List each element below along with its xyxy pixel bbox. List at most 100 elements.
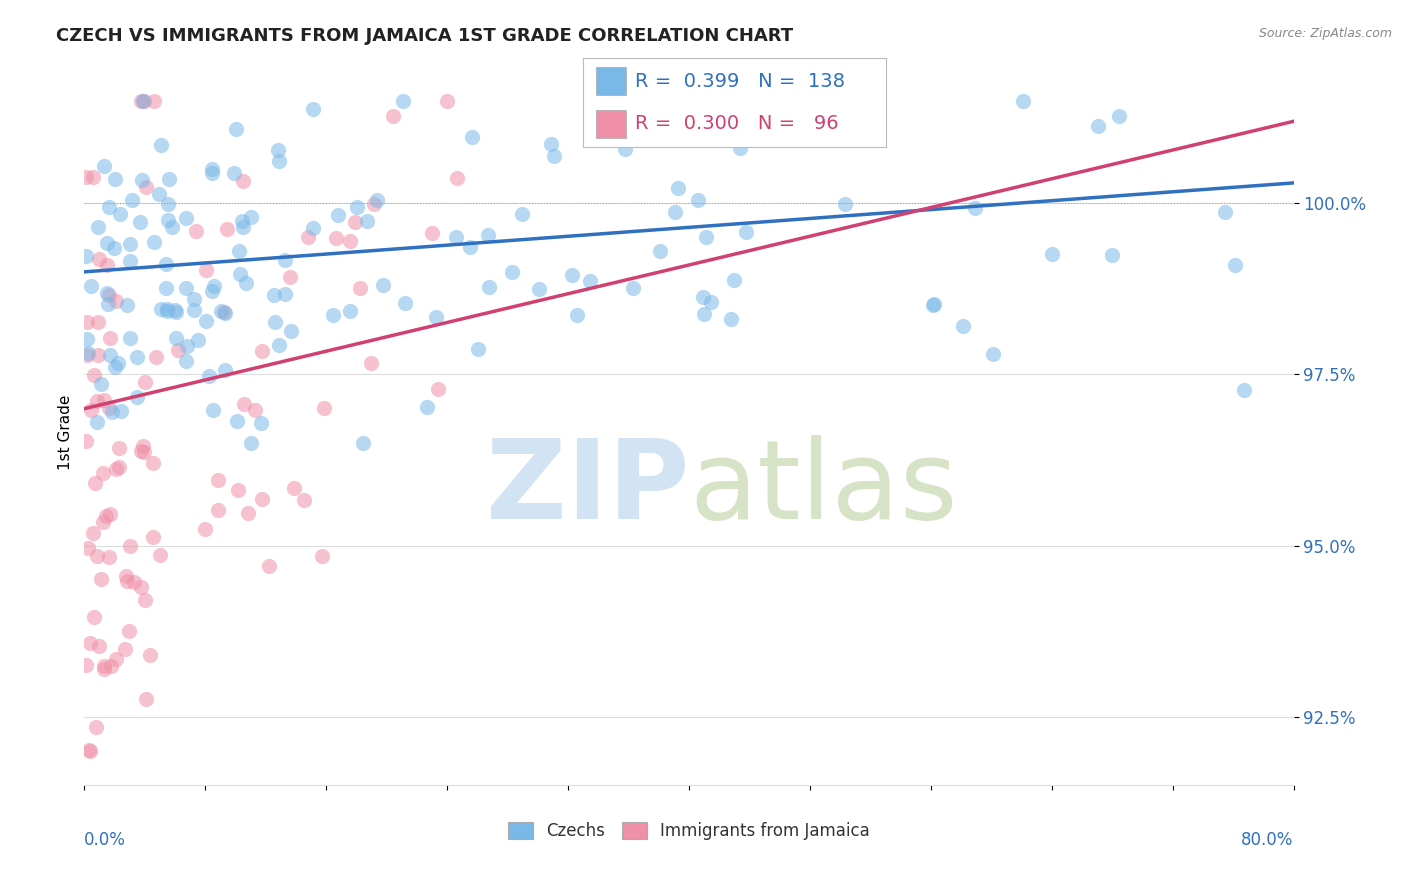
Point — [283, 481, 305, 495]
Point — [142, 457, 165, 471]
Point — [108, 441, 131, 455]
Point — [165, 305, 187, 319]
Point — [167, 343, 190, 357]
Point — [666, 180, 689, 194]
Point — [86, 348, 108, 362]
Point — [77, 541, 100, 555]
Point — [131, 173, 153, 187]
Point — [166, 331, 188, 345]
Point — [115, 569, 138, 583]
Point — [108, 459, 131, 474]
Point — [436, 94, 458, 108]
Point — [163, 303, 186, 318]
Point — [1223, 258, 1246, 272]
Point — [1040, 247, 1063, 261]
Text: atlas: atlas — [689, 435, 957, 542]
Point — [76, 315, 98, 329]
Point — [121, 194, 143, 208]
Point — [225, 122, 247, 136]
Point — [201, 284, 224, 298]
Point — [427, 382, 450, 396]
Point — [76, 346, 98, 360]
Point — [209, 303, 232, 318]
Point — [75, 249, 97, 263]
Point — [301, 102, 323, 116]
Point — [202, 279, 225, 293]
Point — [149, 548, 172, 562]
Point — [1233, 383, 1256, 397]
Point — [720, 312, 742, 326]
Point — [501, 265, 523, 279]
Text: Source: ZipAtlas.com: Source: ZipAtlas.com — [1258, 27, 1392, 40]
Point — [250, 492, 273, 507]
Point — [543, 149, 565, 163]
Point — [510, 207, 533, 221]
Point — [135, 180, 157, 194]
Point — [156, 304, 179, 318]
Point — [235, 277, 257, 291]
Point — [540, 136, 562, 151]
Point — [292, 493, 315, 508]
Point — [352, 436, 374, 450]
Point — [75, 657, 97, 672]
Point — [94, 508, 117, 523]
Point — [233, 397, 256, 411]
Point — [120, 237, 142, 252]
Point — [145, 351, 167, 365]
Point — [187, 333, 209, 347]
Point — [420, 226, 443, 240]
Point — [108, 207, 131, 221]
Point — [267, 143, 290, 157]
Point — [228, 244, 250, 258]
Point — [391, 94, 413, 108]
Point — [1012, 94, 1035, 108]
Point — [76, 332, 98, 346]
Point — [96, 235, 118, 250]
Point — [231, 213, 253, 227]
Point — [114, 642, 136, 657]
Point — [118, 624, 141, 638]
Point — [132, 444, 155, 458]
Point — [100, 659, 122, 673]
Point — [1108, 109, 1130, 123]
Point — [952, 319, 974, 334]
Point — [693, 307, 716, 321]
Point — [692, 120, 714, 135]
Point — [157, 172, 180, 186]
Point — [201, 403, 224, 417]
Point — [98, 507, 121, 521]
Point — [416, 401, 439, 415]
Point — [339, 234, 361, 248]
Point — [98, 331, 121, 345]
Point — [695, 230, 717, 244]
Point — [257, 559, 280, 574]
Point — [613, 142, 636, 156]
Point — [134, 593, 156, 607]
Point — [458, 239, 481, 253]
Point — [98, 348, 121, 362]
Point — [93, 659, 115, 673]
Point — [250, 416, 273, 430]
Point — [120, 330, 142, 344]
Point — [156, 302, 179, 317]
Point — [132, 439, 155, 453]
Point — [149, 302, 172, 317]
Point — [93, 662, 115, 676]
Point — [195, 263, 218, 277]
Point — [194, 522, 217, 536]
Point — [461, 129, 484, 144]
Text: ZIP: ZIP — [485, 435, 689, 542]
Point — [183, 292, 205, 306]
Point — [1213, 205, 1236, 219]
Point — [346, 201, 368, 215]
Point — [735, 225, 758, 239]
Point — [174, 281, 197, 295]
Point — [238, 506, 260, 520]
Legend: Czechs, Immigrants from Jamaica: Czechs, Immigrants from Jamaica — [502, 815, 876, 847]
Point — [834, 197, 856, 211]
Point — [82, 525, 104, 540]
Point — [425, 310, 447, 325]
Point — [561, 268, 583, 282]
Point — [311, 549, 333, 564]
Point — [207, 473, 229, 487]
